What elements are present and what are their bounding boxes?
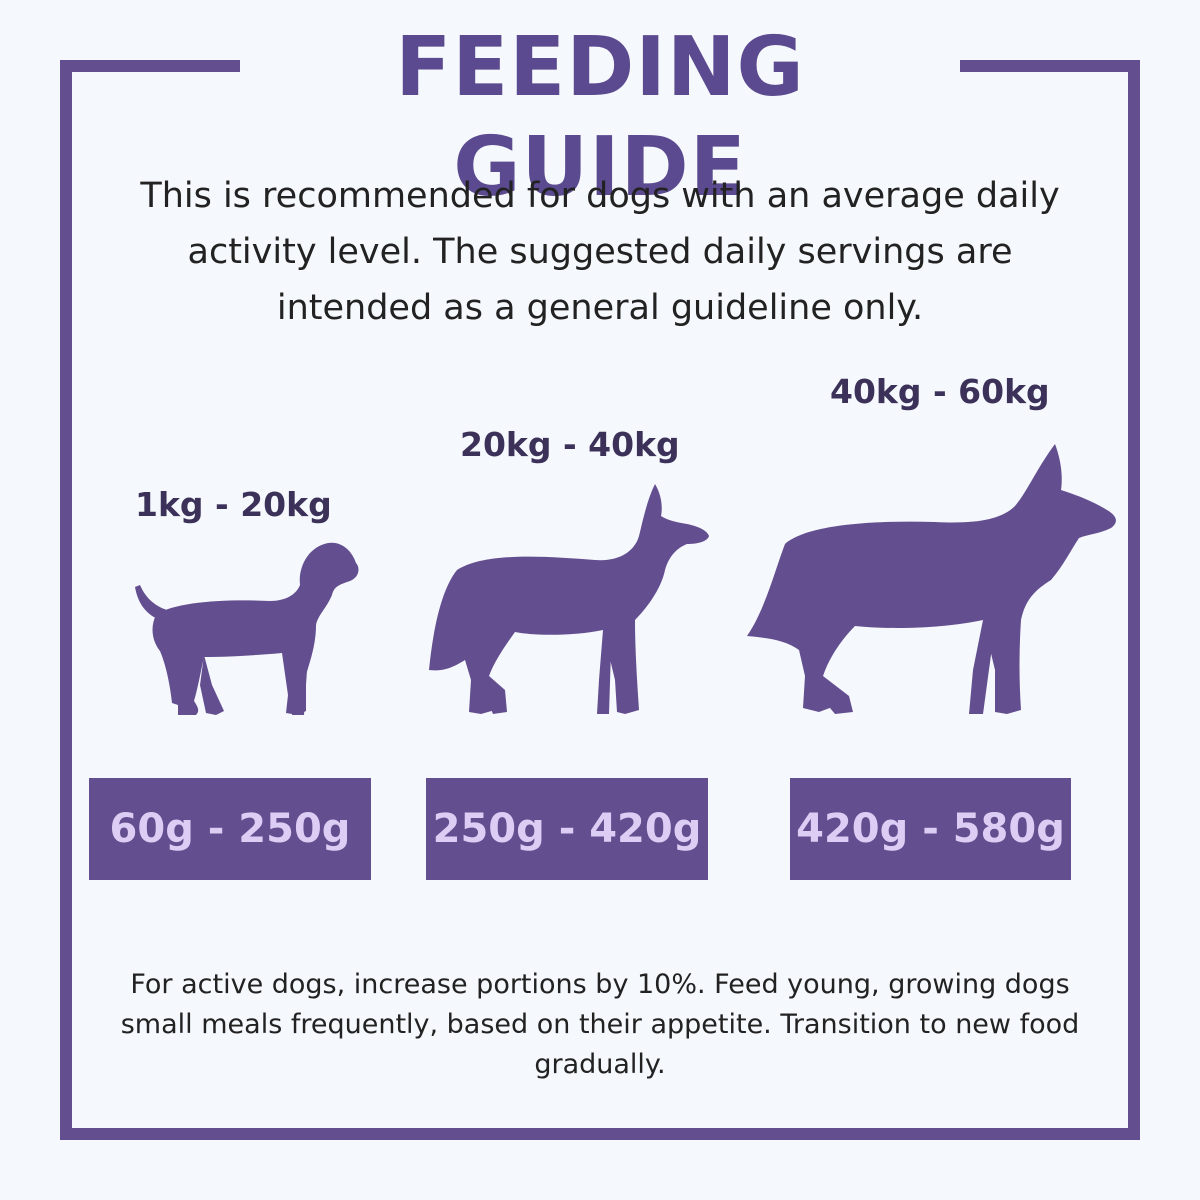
footer-note: For active dogs, increase portions by 10… [120,969,1080,1080]
portion-small: 60g - 250g [89,778,371,880]
medium-dog-icon [429,484,709,714]
weight-range-medium: 20kg - 40kg [460,425,680,464]
page-title: FEEDING GUIDE [240,18,960,215]
intro-text: This is recommended for dogs with an ave… [140,176,1060,328]
weight-range-small: 1kg - 20kg [135,485,332,524]
weight-range-large: 40kg - 60kg [830,372,1050,411]
portion-medium: 250g - 420g [426,778,708,880]
large-dog-icon [747,444,1116,714]
small-dog-icon [135,542,359,715]
portion-large: 420g - 580g [790,778,1071,880]
